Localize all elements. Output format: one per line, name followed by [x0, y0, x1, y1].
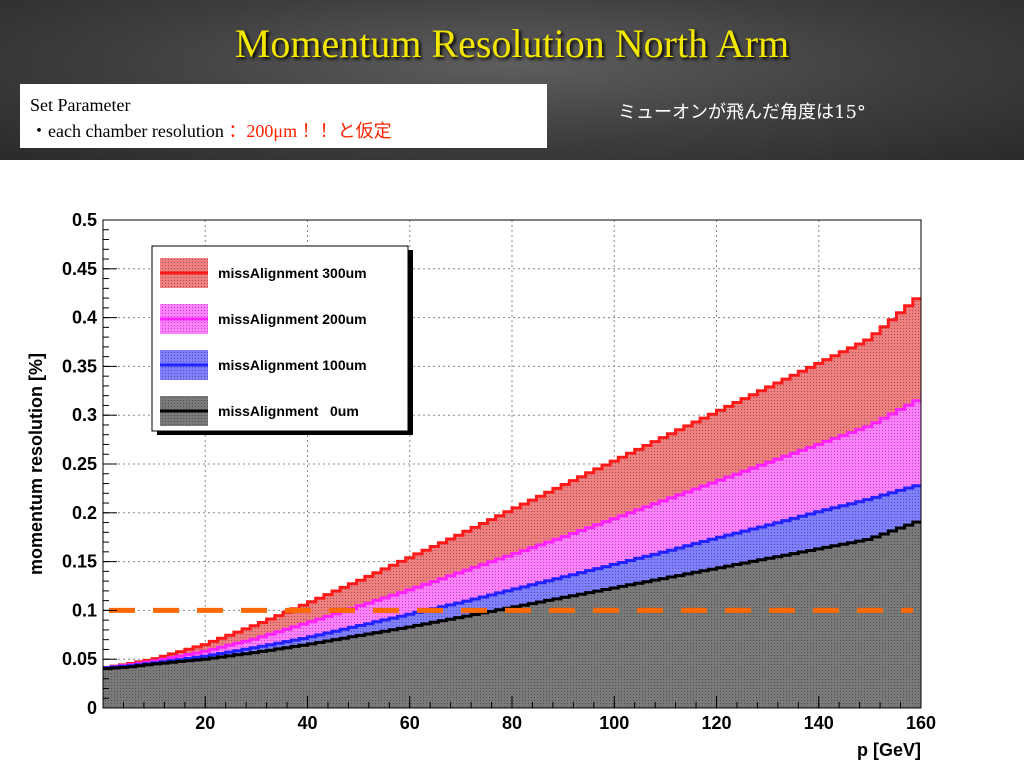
y-tick-label: 0.35	[62, 356, 97, 376]
x-tick-label: 140	[804, 713, 834, 733]
series-line-0	[103, 297, 921, 669]
x-tick-label: 100	[599, 713, 629, 733]
parameter-label: ・each chamber resolution	[30, 121, 224, 141]
x-tick-label: 120	[701, 713, 731, 733]
y-axis-label: momentum resolution [%]	[26, 353, 46, 575]
legend-label: missAlignment 0um	[218, 403, 359, 419]
parameter-heading: Set Parameter	[30, 95, 131, 115]
y-tick-label: 0.45	[62, 259, 97, 279]
parameter-box: Set Parameter ・each chamber resolution ：…	[20, 84, 547, 148]
y-tick-label: 0.5	[72, 210, 97, 230]
angle-note: ミューオンが飛んだ角度は15°	[618, 102, 866, 123]
plot-border	[102, 219, 922, 709]
x-axis-label: p [GeV]	[857, 740, 921, 760]
parameter-line: ・each chamber resolution ：200μm ！！と仮定	[30, 118, 537, 144]
x-tick-label: 40	[297, 713, 317, 733]
x-tick-label: 160	[906, 713, 936, 733]
x-tick-label: 60	[400, 713, 420, 733]
x-tick-label: 20	[195, 713, 215, 733]
resolution-chart: 20 40 60 80 100 120 140 160 0 0.05 0.1 0.15 0.2 0.25 0…	[26, 210, 936, 760]
y-tick-label: 0	[87, 698, 97, 718]
y-tick-label: 0.2	[72, 503, 97, 523]
y-tick-label: 0.3	[72, 405, 97, 425]
series-line-3	[103, 520, 921, 671]
legend-label: missAlignment 200um	[218, 311, 367, 327]
chart-area: 20 40 60 80 100 120 140 160 0 0.05 0.1 0.15 0.2 0.25 0…	[0, 160, 1024, 768]
series-line-1	[103, 399, 921, 669]
parameter-value: ：200μm ！！と仮定	[228, 121, 392, 141]
slide-header: Momentum Resolution North Arm Set Parame…	[0, 0, 1024, 160]
series-lines	[103, 297, 921, 671]
y-tick-label: 0.25	[62, 454, 97, 474]
legend-label: missAlignment 100um	[218, 357, 367, 373]
slide-title: Momentum Resolution North Arm	[234, 21, 790, 66]
axes: 20 40 60 80 100 120 140 160 0 0.05 0.1 0.15 0.2 0.25 0…	[62, 210, 936, 733]
legend: missAlignment 300um missAlignment 200um mi…	[151, 245, 413, 435]
y-tick-label: 0.15	[62, 552, 97, 572]
x-tick-label: 80	[502, 713, 522, 733]
series-line-2	[103, 484, 921, 670]
y-tick-label: 0.4	[72, 308, 97, 328]
y-tick-label: 0.05	[62, 649, 97, 669]
legend-label: missAlignment 300um	[218, 265, 367, 281]
y-tick-label: 0.1	[72, 600, 97, 620]
